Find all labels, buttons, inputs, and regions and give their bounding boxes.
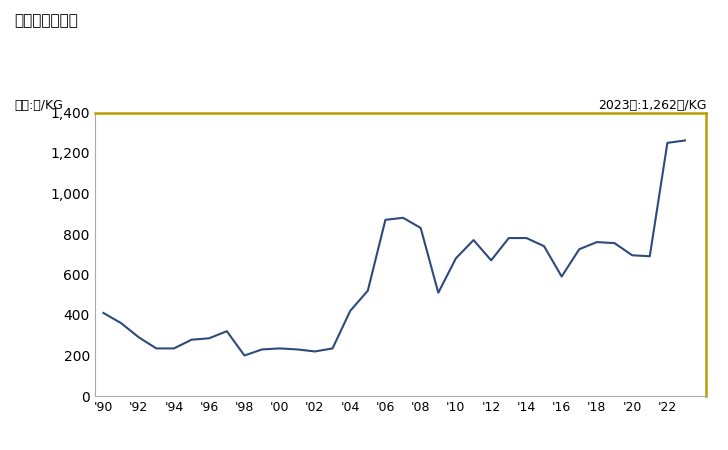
Text: 2023年:1,262円/KG: 2023年:1,262円/KG [598,99,706,112]
Text: 単位:円/KG: 単位:円/KG [15,99,63,112]
Text: 輸入価格の推移: 輸入価格の推移 [15,14,79,28]
